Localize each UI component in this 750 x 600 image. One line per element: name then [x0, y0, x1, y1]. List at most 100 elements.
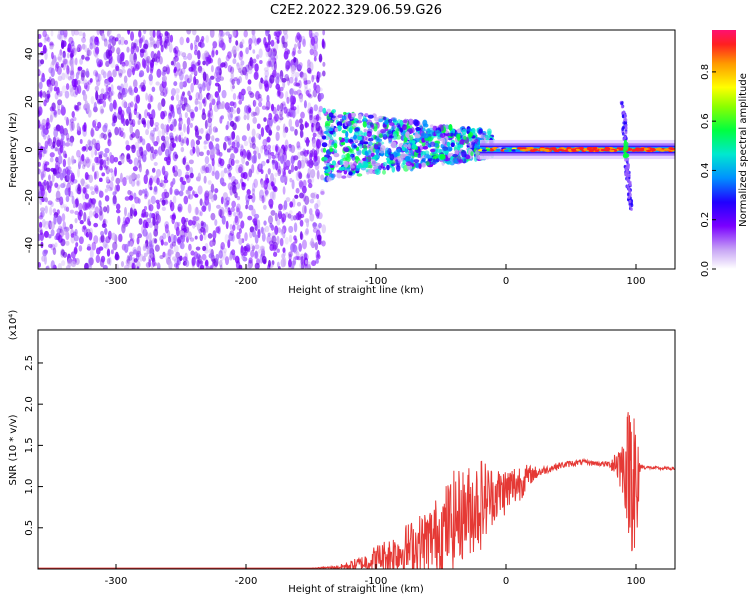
colorbar-tick-label: 0.2: [700, 212, 711, 228]
spectrogram-cell: [342, 111, 347, 115]
spectrogram-cell: [298, 79, 302, 89]
spectrogram-cell: [290, 163, 295, 173]
spectrogram-cell: [81, 154, 85, 162]
spectrogram-cell: [296, 201, 302, 207]
y-tick-label: 1.0: [24, 479, 35, 495]
spectrogram-cell: [279, 86, 284, 92]
spectrogram-cell: [289, 126, 295, 132]
spectrogram-cell: [284, 212, 289, 218]
spectrogram-cell: [269, 191, 275, 200]
spectrogram-cell: [111, 121, 116, 127]
spectrogram-cell: [630, 203, 634, 208]
x-tick-label: -200: [235, 576, 258, 587]
spectrogram-cell: [315, 159, 320, 166]
spectrogram-cell: [277, 168, 282, 177]
spectrogram-cell: [130, 65, 135, 73]
spectrogram-cell: [121, 63, 126, 70]
spectrogram-cell: [69, 57, 75, 68]
spectrogram-cell: [140, 87, 146, 92]
spectrogram-cell: [60, 63, 64, 68]
spectrogram-cell: [240, 88, 246, 96]
spectrogram-cell: [41, 118, 47, 127]
spectrogram-cell: [149, 68, 154, 74]
spectrogram-cell: [198, 92, 203, 101]
x-tick-label: -100: [365, 576, 388, 587]
spectrogram-cell: [284, 126, 289, 133]
spectrogram-cell: [88, 140, 94, 150]
spectrogram-cell: [148, 221, 154, 228]
spectrogram-cell: [297, 49, 302, 55]
spectrogram-cell: [220, 196, 224, 205]
spectrogram-cell: [298, 172, 303, 180]
spectrogram-cell: [251, 193, 256, 203]
spectrogram-cell: [38, 150, 42, 161]
spectrogram-cell: [232, 184, 237, 194]
spectrogram-cell: [154, 244, 160, 252]
spectrogram-cell: [94, 46, 100, 55]
spectrogram-cell: [86, 202, 90, 208]
spectrogram-cell: [188, 194, 194, 200]
spectrogram-cell: [620, 101, 624, 106]
spectrogram-cell: [285, 165, 290, 170]
spectrogram-cell: [84, 56, 90, 61]
spectrogram-cell: [315, 84, 321, 94]
spectrogram-cell: [264, 69, 270, 78]
spectrogram-cell: [363, 141, 369, 145]
spectrogram-cell: [236, 207, 241, 216]
spectrogram-cell: [117, 233, 123, 242]
spectrogram-cell: [236, 141, 240, 148]
spectrogram-cell: [179, 36, 184, 46]
spectrogram-cell: [239, 151, 244, 157]
spectrogram-cell: [79, 58, 83, 65]
spectrogram-cell: [100, 255, 106, 263]
spectrogram-cell: [227, 64, 233, 73]
spectrogram-cell: [153, 211, 158, 222]
spectrogram-cell: [210, 196, 215, 203]
spectrogram-cell: [271, 235, 277, 244]
spectrogram-cell: [309, 198, 315, 204]
spectrogram-cell: [307, 108, 312, 114]
spectrogram-cell: [63, 32, 68, 40]
spectrogram-cell: [236, 107, 241, 115]
spectrogram-cell: [179, 51, 183, 56]
spectrogram-cell: [114, 166, 117, 177]
spectrogram-cell: [240, 220, 245, 229]
spectrogram-cell: [309, 114, 313, 121]
spectrogram-cell: [70, 177, 74, 186]
spectrogram-cell: [152, 151, 157, 160]
spectrogram-cell: [352, 123, 358, 128]
spectrogram-cell: [218, 259, 223, 268]
spectrogram-cell: [118, 126, 122, 136]
spectrogram-cell: [407, 143, 411, 150]
spectrogram-cell: [220, 115, 224, 120]
spectrogram-cell: [280, 174, 286, 183]
spectrogram-cell: [623, 154, 627, 159]
spectrogram-cell: [176, 93, 180, 102]
spectrogram-cell: [251, 136, 256, 142]
spectrogram-cell: [205, 265, 211, 269]
spectrogram-cell: [180, 137, 184, 147]
spectrogram-cell: [62, 52, 67, 59]
spectrogram-cell: [433, 153, 439, 159]
spectrogram-cell: [173, 55, 179, 62]
spectrogram-cell: [69, 138, 74, 147]
spectrogram-cell: [161, 75, 167, 82]
spectrogram-cell: [112, 69, 117, 78]
spectrogram-cell: [339, 118, 344, 122]
spectrogram-x-ticks: -300 -200 -100 0 100: [105, 264, 646, 287]
spectrogram-cell: [268, 198, 274, 208]
spectrogram-cell: [78, 104, 82, 110]
spectrogram-cell: [217, 95, 221, 105]
spectrogram-cell: [254, 234, 259, 244]
spectrogram-cell: [66, 65, 70, 75]
spectrogram-cell: [363, 128, 368, 133]
spectrogram-cell: [107, 70, 112, 81]
spectrogram-cell: [265, 100, 271, 111]
spectrogram-cell: [104, 243, 109, 250]
spectrogram-cell: [261, 105, 267, 110]
spectrogram-cell: [284, 47, 289, 55]
spectrogram-cell: [627, 195, 631, 200]
spectrogram-cell: [48, 67, 53, 74]
spectrogram-cell: [231, 134, 235, 140]
spectrogram-cell: [413, 159, 420, 163]
